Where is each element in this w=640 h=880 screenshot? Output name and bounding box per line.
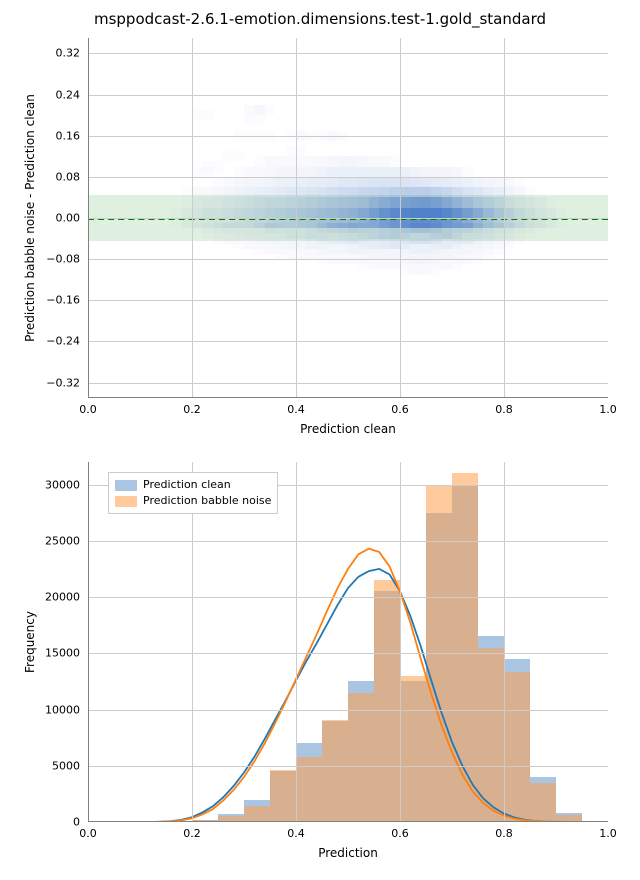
legend-swatch [115,480,137,491]
heat-cell [244,115,265,125]
xtick-label: 0.4 [287,827,305,840]
gridline-horizontal [88,259,608,260]
heat-cell [514,187,535,197]
heat-cell [254,105,275,115]
xtick-label: 0.6 [391,403,409,416]
legend-swatch [115,496,137,507]
heat-cell [546,208,567,218]
gridline-vertical [296,462,297,822]
y-axis-label: Prediction babble noise - Prediction cle… [23,94,37,342]
xtick-label: 0.2 [183,827,201,840]
gridline-horizontal [88,541,608,542]
gridline-horizontal [88,597,608,598]
kde-line [150,569,576,822]
figure: msppodcast-2.6.1-emotion.dimensions.test… [0,0,640,880]
spine-left [88,462,89,822]
figure-title: msppodcast-2.6.1-emotion.dimensions.test… [0,10,640,28]
gridline-horizontal [88,300,608,301]
xtick-label: 1.0 [599,827,617,840]
gridline-vertical [192,462,193,822]
gridline-horizontal [88,341,608,342]
heat-cell [223,151,244,161]
heat-cell [192,110,213,120]
legend-label: Prediction clean [143,477,231,493]
spine-left [88,38,89,398]
xtick-label: 0.2 [183,403,201,416]
heat-cell [202,161,223,171]
legend-label: Prediction babble noise [143,493,271,509]
x-axis-label: Prediction [318,846,378,860]
xtick-label: 0.4 [287,403,305,416]
xtick-label: 0.0 [79,403,97,416]
x-axis-label: Prediction clean [300,422,396,436]
heat-cell [504,177,525,187]
heat-cell [535,197,556,207]
top-heatmap-axes [88,38,608,398]
gridline-horizontal [88,218,608,219]
gridline-horizontal [88,95,608,96]
xtick-label: 0.8 [495,827,513,840]
y-axis-label: Frequency [23,611,37,673]
legend-item: Prediction babble noise [115,493,271,509]
spine-bottom [88,821,608,822]
bottom-plot-area [88,462,608,822]
gridline-vertical [400,462,401,822]
legend-item: Prediction clean [115,477,271,493]
gridline-vertical [504,462,505,822]
xtick-label: 0.8 [495,403,513,416]
xtick-label: 0.6 [391,827,409,840]
heat-cell [379,156,400,166]
gridline-horizontal [88,53,608,54]
bottom-histogram-axes: Prediction cleanPrediction babble noise [88,462,608,822]
kde-overlay [88,462,608,822]
gridline-horizontal [88,710,608,711]
gridline-horizontal [88,383,608,384]
gridline-horizontal [88,136,608,137]
top-plot-area [88,38,608,398]
gridline-horizontal [88,653,608,654]
xtick-label: 0.0 [79,827,97,840]
heat-cell [452,167,473,177]
gridline-horizontal [88,766,608,767]
xtick-label: 1.0 [599,403,617,416]
spine-bottom [88,397,608,398]
gridline-horizontal [88,177,608,178]
kde-line [150,549,576,822]
legend: Prediction cleanPrediction babble noise [108,472,278,514]
